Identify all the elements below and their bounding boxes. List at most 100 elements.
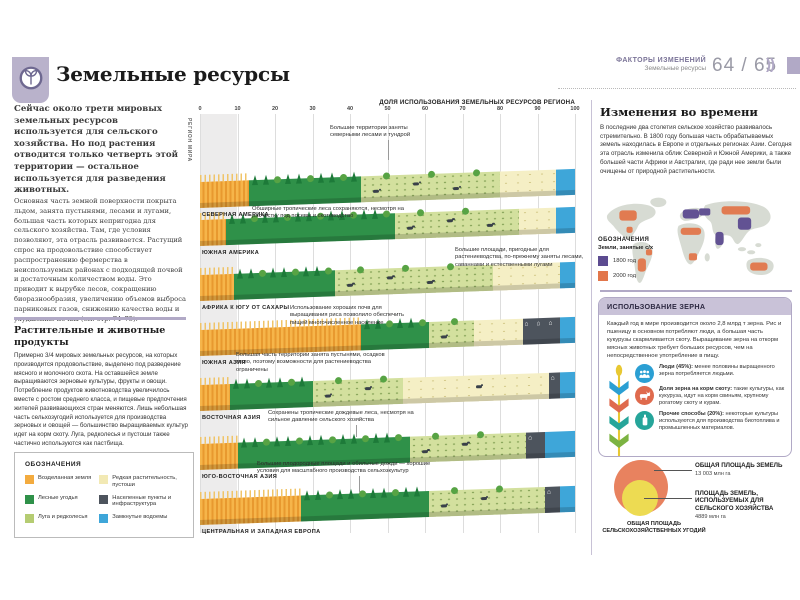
grain-item: Доля зерна на корм скоту: такие культуры… <box>635 386 786 408</box>
land-segment-pasture <box>312 375 403 408</box>
grain-item: Прочие способы (20%): некоторые культуры… <box>635 410 786 433</box>
land-area-diagram: ОБЩАЯ ПЛОЩАДЬ ЗЕМЕЛЬ 13 003 млн га ПЛОЩА… <box>598 460 794 555</box>
chapter-tab <box>12 57 49 103</box>
legend-swatch-icon <box>25 494 34 504</box>
axis-tick-label: 70 <box>459 106 466 112</box>
grain-use-box: ИСПОЛЬЗОВАНИЕ ЗЕРНА Каждый год в мире пр… <box>598 297 792 457</box>
legend-swatch-icon <box>25 514 34 524</box>
land-segment-sparse <box>473 318 523 347</box>
house-icon: ⌂ <box>536 320 541 328</box>
tree-icon <box>450 317 458 326</box>
tree-icon <box>334 377 342 385</box>
tree-icon <box>339 173 347 182</box>
tree-icon <box>317 172 324 183</box>
leader-line-agri <box>644 498 692 499</box>
total-land-label: ОБЩАЯ ПЛОЩАДЬ ЗЕМЕЛЬ 13 003 млн га <box>695 462 795 479</box>
legend-item: Луга и редколесья <box>25 514 91 529</box>
tree-icon <box>379 375 387 383</box>
cow-icon <box>387 276 393 280</box>
tree-icon <box>495 485 503 493</box>
legend-item: Замкнутые водоемы <box>99 514 183 529</box>
tree-icon <box>236 268 243 279</box>
tree-icon <box>295 173 302 184</box>
land-segment-crop <box>200 180 249 208</box>
tree-icon <box>288 378 295 386</box>
legend-item-label: Редкая растительность, пустоши <box>112 475 177 488</box>
tree-icon <box>450 486 458 495</box>
region-label: СЕВЕРНАЯ АМЕРИКА <box>202 212 269 218</box>
section-heading: Растительные и животные продукты <box>14 325 166 348</box>
bottle-icon <box>635 410 654 430</box>
grain-item-text: Прочие способы (20%): некоторые культуры… <box>659 410 780 432</box>
page-numbers: 64 / 65 <box>712 55 778 76</box>
grain-item-lead: Доля зерна на корм скоту: <box>659 386 733 392</box>
tree-icon <box>302 266 309 277</box>
tree-icon <box>291 268 299 276</box>
people-icon <box>635 364 654 383</box>
land-segment-water <box>560 316 575 344</box>
map-legend-title: ОБОЗНАЧЕНИЯ <box>598 237 650 243</box>
tree-icon <box>383 172 391 180</box>
agri-land-value: 4889 млн га <box>695 514 726 521</box>
land-segment-settlement: ⌂ <box>548 372 560 399</box>
legend-grid: Возделанная земля Лесные угодья Луга и ред… <box>25 475 183 529</box>
tree-icon <box>394 433 402 442</box>
tree-icon <box>462 207 469 215</box>
grain-items: Люди (45%): менее половины выращенного з… <box>599 363 791 456</box>
tree-icon <box>326 491 334 499</box>
map-legend-item-label: 2000 год <box>613 273 636 279</box>
grain-item-list: Люди (45%): менее половины выращенного з… <box>635 364 786 456</box>
land-segment-water <box>560 371 575 399</box>
legend-box: ОБОЗНАЧЕНИЯ Возделанная земля Лесные угод… <box>14 452 194 538</box>
tree-icon <box>348 488 355 499</box>
legend-swatch-icon <box>25 475 34 484</box>
annotation-leader-line <box>358 475 360 492</box>
land-segment-pasture <box>428 485 545 518</box>
tree-icon <box>317 434 324 445</box>
axis-tick-label: 20 <box>271 106 279 112</box>
grain-box-body: Каждый год в мире производится около 2,8… <box>607 321 782 359</box>
legend-item-label: Замкнутые водоемы <box>112 514 168 521</box>
tree-icon <box>284 435 291 447</box>
tree-icon <box>372 432 379 443</box>
tree-icon <box>251 436 258 448</box>
map-legend-subtitle: Земли, занятые с/х <box>598 245 654 251</box>
tree-icon <box>328 436 336 444</box>
annotation-leader-line <box>356 424 357 437</box>
legend-item-label: Луга и редколесья <box>38 514 88 521</box>
tree-icon <box>357 266 364 274</box>
tree-icon <box>251 174 258 186</box>
tree-icon <box>258 269 266 277</box>
tree-icon <box>473 169 481 177</box>
corner-brackets-icon: )) <box>766 56 775 73</box>
tree-icon <box>233 378 239 389</box>
house-icon: ⌂ <box>550 374 555 382</box>
tree-icon <box>447 263 454 271</box>
land-segment-water <box>545 430 575 458</box>
tree-icon <box>359 490 367 498</box>
cow-icon <box>413 182 420 186</box>
tree-icon <box>417 209 424 217</box>
region-annotation: Обширные тропические леса сохраняются, н… <box>252 206 404 220</box>
land-segment-settlement: ⌂ ⌂ ⌂ <box>522 317 560 345</box>
legend-swatch-icon <box>99 514 109 524</box>
axis-tick-label: 40 <box>346 106 354 112</box>
tree-icon <box>337 488 344 500</box>
tree-icon <box>244 378 250 389</box>
region-annotation: Использование хороших почв для выращиван… <box>290 305 404 326</box>
land-segment-pasture <box>335 263 493 297</box>
header-kicker: ФАКТОРЫ ИЗМЕНЕНИЙ <box>616 57 706 64</box>
tree-icon <box>419 319 427 327</box>
right-column-rule <box>600 290 792 292</box>
cow-icon <box>487 223 493 228</box>
region-annotation: Большие плодородные площади и обильные д… <box>257 461 442 492</box>
header-dotted-rule <box>558 88 796 89</box>
region-annotation: Большая часть территории занята пустыням… <box>236 352 385 373</box>
map-legend-item: 2000 год <box>598 271 660 281</box>
region-annotation: Сохранены тропические дождевые леса, нес… <box>268 410 428 437</box>
land-segment-pasture <box>428 317 474 349</box>
land-segment-sparse <box>500 169 557 198</box>
section-rule <box>14 317 186 320</box>
tree-icon <box>284 173 291 185</box>
tree-icon <box>295 437 303 445</box>
